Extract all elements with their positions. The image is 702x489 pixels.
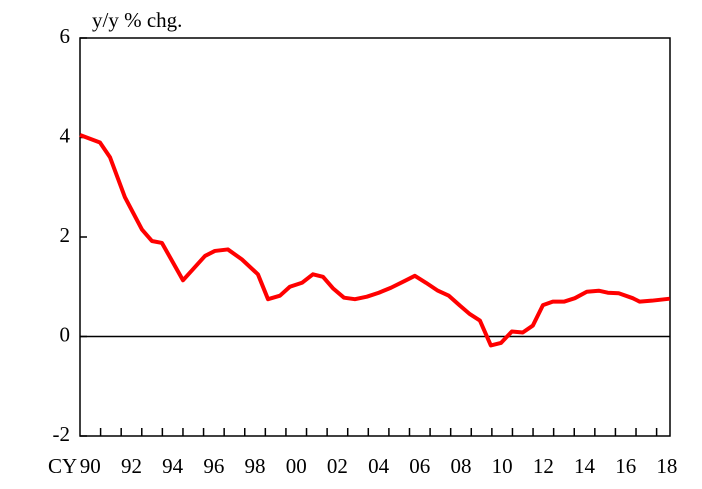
x-tick-label: 10 — [492, 454, 513, 478]
x-tick-label: 06 — [409, 454, 430, 478]
x-tick-label: 96 — [203, 454, 224, 478]
x-tick-label: 12 — [533, 454, 554, 478]
x-tick-label: 18 — [656, 454, 677, 478]
y-axis-label: y/y % chg. — [92, 8, 182, 32]
y-tick-label: -2 — [53, 422, 71, 446]
x-tick-label: 00 — [286, 454, 307, 478]
y-tick-label: 0 — [60, 322, 71, 346]
x-tick-label: 90 — [80, 454, 101, 478]
x-tick-label: 08 — [450, 454, 471, 478]
y-tick-label: 4 — [60, 123, 71, 147]
x-tick-label: 14 — [574, 454, 596, 478]
data-line — [79, 133, 671, 348]
y-tick-label: 2 — [60, 223, 71, 247]
plot-frame — [79, 37, 671, 437]
x-tick-label: 92 — [121, 454, 142, 478]
y-tick-label: 6 — [60, 24, 71, 48]
x-axis-label: CY — [48, 454, 77, 478]
x-tick-label: 98 — [245, 454, 266, 478]
x-tick-label: 02 — [327, 454, 348, 478]
x-tick-label: 16 — [615, 454, 636, 478]
x-tick-label: 04 — [368, 454, 390, 478]
x-tick-label: 94 — [162, 454, 184, 478]
